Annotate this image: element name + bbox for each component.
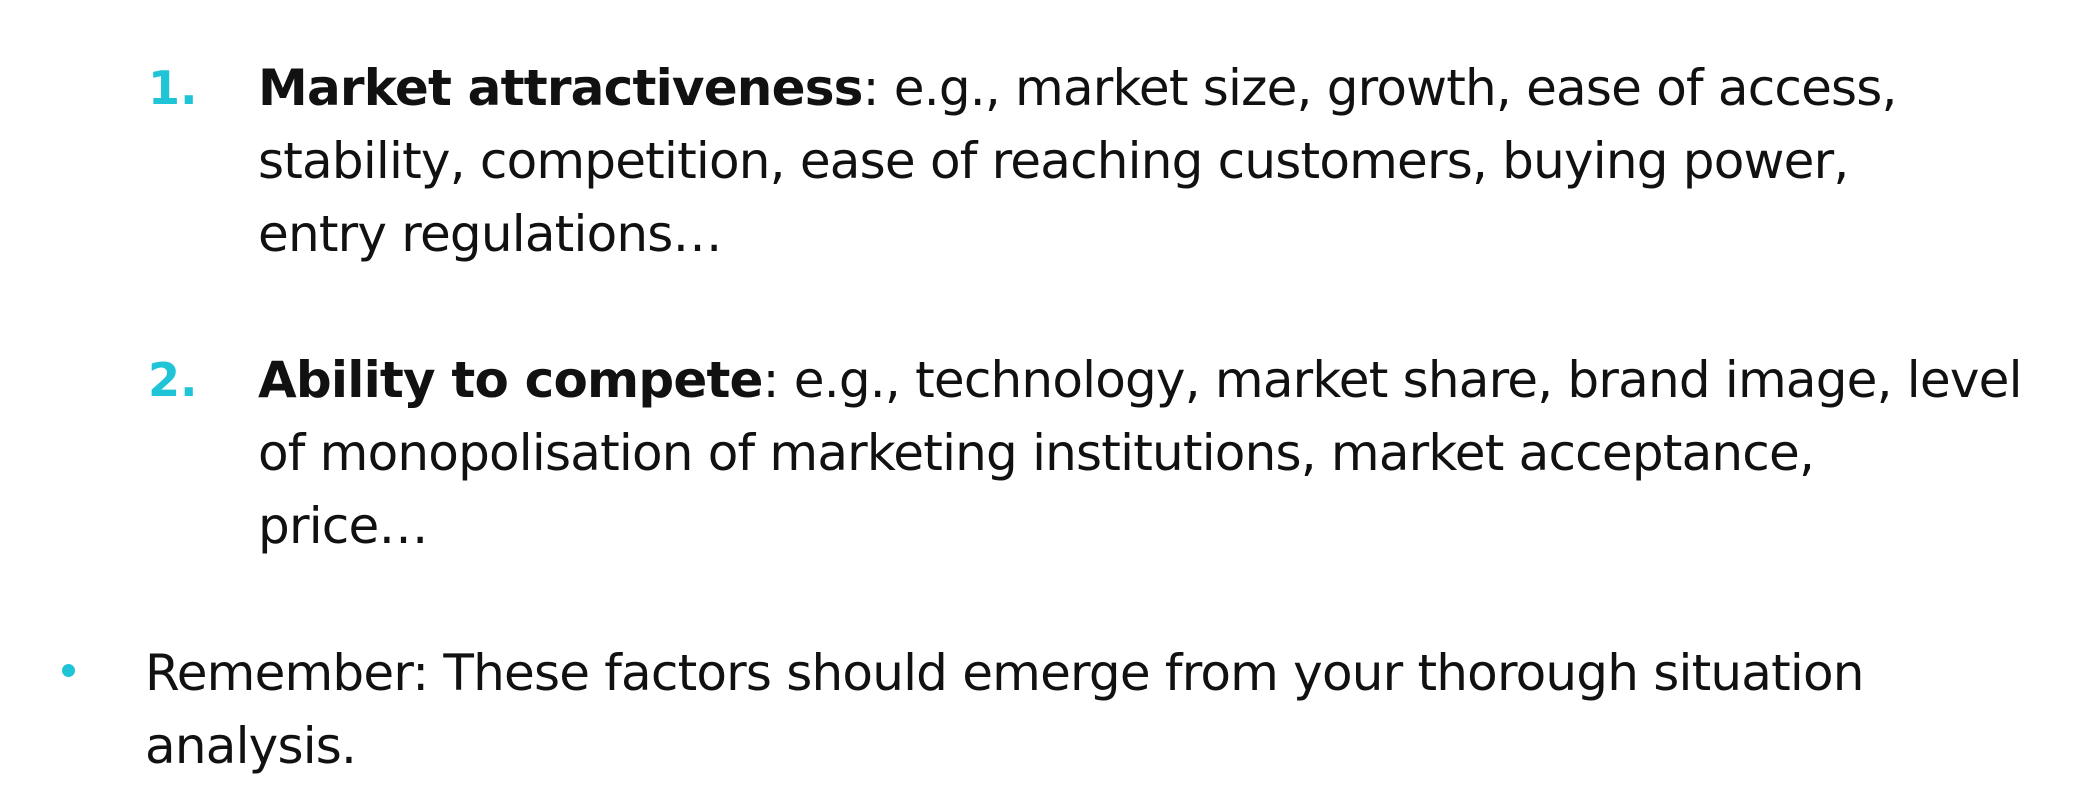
bullet-line-2: analysis. [145,717,357,775]
item-text: Market attractiveness: e.g., market size… [258,52,2078,271]
item-line-1: Ability to compete: e.g., technology, ma… [258,344,2078,417]
bullet-text: Remember: These factors should emerge fr… [145,637,2045,783]
item-line-3: entry regulations… [258,205,723,263]
item-term: Market attractiveness [258,59,863,117]
item-text: Ability to compete: e.g., technology, ma… [258,344,2078,563]
item-line-2: of monopolisation of marketing instituti… [258,424,1815,482]
item-line-1: Market attractiveness: e.g., market size… [258,52,2078,125]
list-number: 2. [148,353,198,407]
item-term: Ability to compete [258,351,763,409]
item-description: : e.g., market size, growth, ease of acc… [862,59,1898,117]
item-line-2: stability, competition, ease of reaching… [258,132,1849,190]
item-line-3: price… [258,497,428,555]
list-number: 1. [148,61,198,115]
item-description: : e.g., technology, market share, brand … [762,351,2023,409]
bullet-dot-icon [62,664,75,677]
bullet-line-1: Remember: These factors should emerge fr… [145,644,1864,702]
